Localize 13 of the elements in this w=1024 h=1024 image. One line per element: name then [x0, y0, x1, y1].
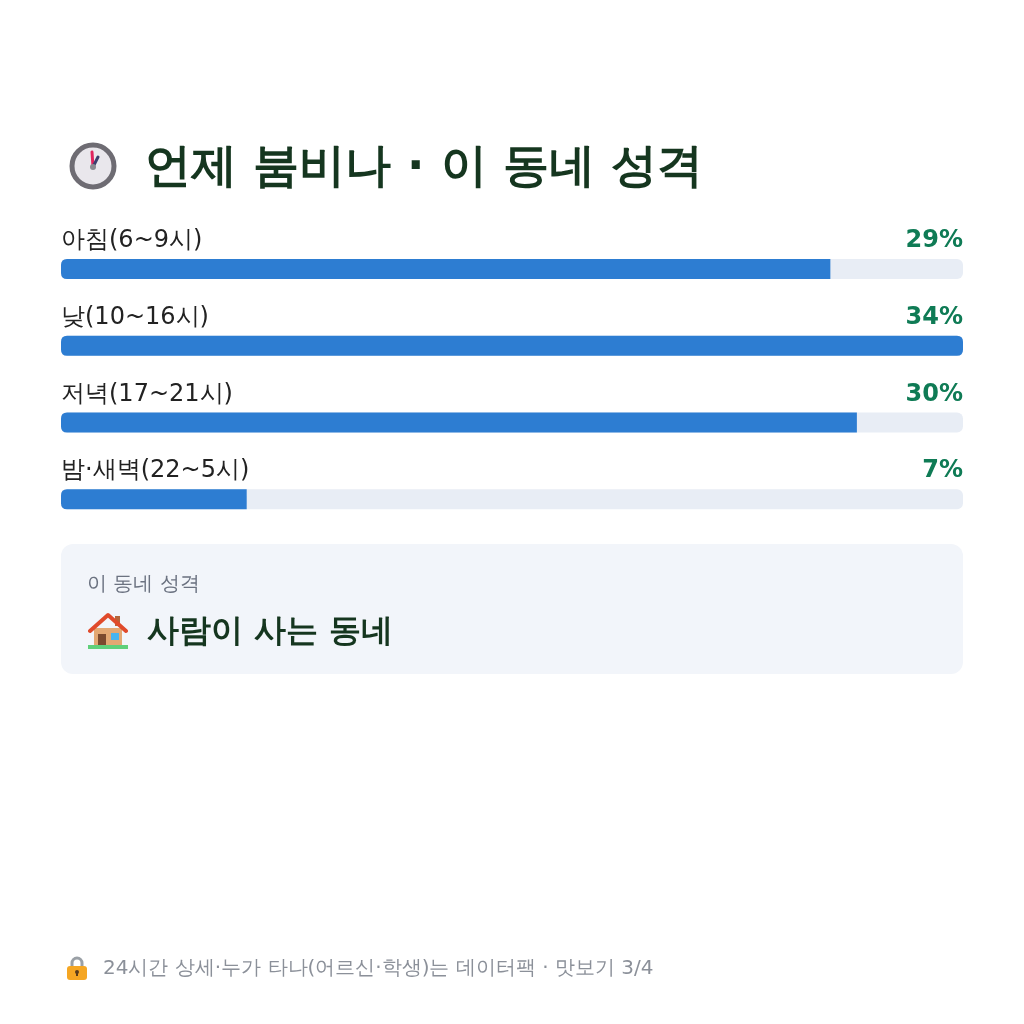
- chart-title: 언제 붐비나 · 이 동네 성격: [145, 137, 703, 194]
- text: 이 동네 성격: [87, 570, 200, 597]
- text: 사람이 사는 동네: [147, 610, 394, 651]
- y-tick-label: 아침(6~9시): [61, 225, 203, 253]
- y-tick-label: 밤·새벽(22~5시): [61, 455, 250, 484]
- bar: [61, 489, 247, 510]
- data-label: 34%: [905, 301, 963, 330]
- data-label: 29%: [905, 225, 963, 253]
- y-tick-label: 저녁(17~21시): [61, 378, 233, 407]
- data-label: 30%: [905, 378, 963, 407]
- data-label: 7%: [922, 455, 963, 484]
- text: 24시간 상세·누가 타나(어르신·학생)는 데이터팩 · 맛보기 3/4: [103, 954, 654, 981]
- y-tick-label: 낮(10~16시): [61, 301, 209, 330]
